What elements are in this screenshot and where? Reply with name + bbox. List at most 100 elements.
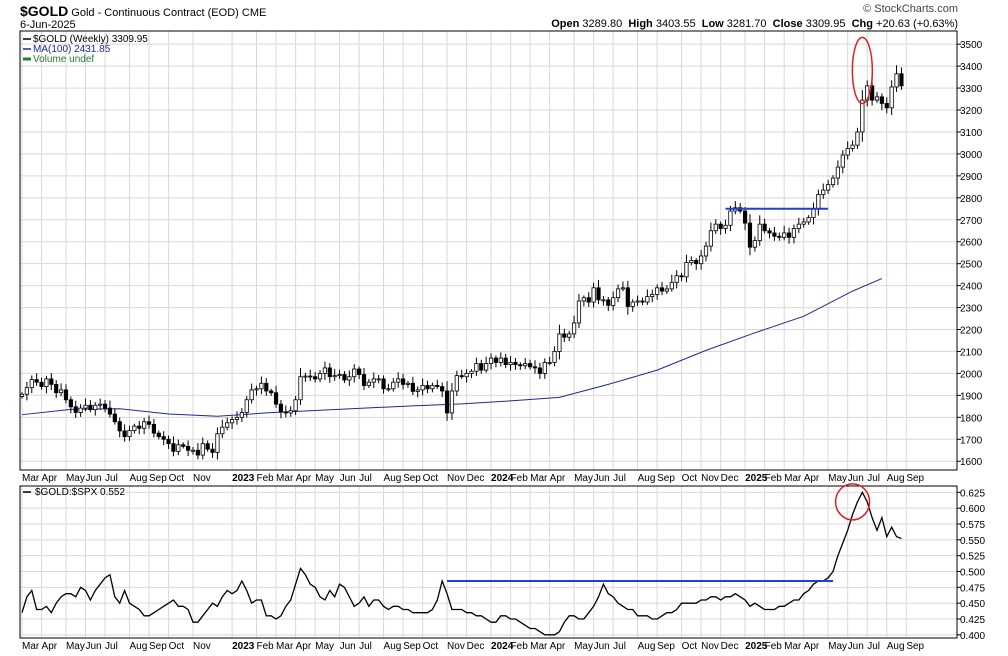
candle-body (376, 378, 381, 381)
x-tick-label: Apr (550, 473, 566, 484)
candle-body (264, 382, 269, 392)
x-tick-label: Nov (701, 641, 719, 652)
candle-body (552, 351, 557, 363)
y-tick-label: 1700 (960, 435, 983, 446)
candle-body (239, 412, 244, 418)
candle-body (29, 379, 34, 389)
candle-body (171, 443, 176, 452)
x-tick-label: Nov (701, 473, 719, 484)
candle-body (200, 443, 205, 456)
x-tick-label: Dec (467, 641, 485, 652)
x-tick-label: 2024 (491, 641, 514, 652)
x-tick-label: Nov (447, 473, 465, 484)
y-tick-label: 1900 (960, 391, 983, 402)
y-tick-label: 2900 (960, 172, 983, 183)
x-tick-label: Sep (906, 641, 924, 652)
x-tick-label: Aug (129, 473, 147, 484)
x-tick-label: Nov (193, 641, 211, 652)
candle-body (381, 378, 386, 390)
panel-frame (19, 30, 958, 471)
x-tick-label: Aug (638, 641, 656, 652)
candle-body (166, 438, 171, 445)
x-tick-label: May (828, 473, 847, 484)
candle-body (225, 422, 230, 428)
candle-body (464, 373, 469, 378)
y-tick-label: 1800 (960, 413, 983, 424)
x-tick-label: Aug (129, 641, 147, 652)
candle-body (484, 363, 489, 371)
x-tick-label: Oct (423, 641, 439, 652)
candle-body (830, 177, 836, 186)
candle-body (532, 366, 538, 369)
x-tick-label: Nov (447, 641, 465, 652)
ohlc-readout: Open 3289.80 High 3403.55 Low 3281.70 Cl… (551, 18, 958, 30)
candle-body (210, 448, 215, 453)
x-tick-label: Mar (784, 641, 802, 652)
candle-body (791, 228, 797, 238)
candle-body (576, 300, 582, 324)
candle-body (288, 410, 293, 414)
candle-body (826, 184, 831, 191)
candle-body (254, 388, 259, 391)
candle-body (542, 362, 547, 374)
x-tick-label: May (66, 641, 85, 652)
candle-body (58, 389, 64, 394)
x-tick-label: Feb (765, 473, 783, 484)
change-value: +20.63 (+0.63%) (876, 18, 958, 30)
candle-body (611, 297, 616, 306)
candle-body (723, 224, 728, 229)
y-tick-label: 1600 (960, 457, 983, 468)
annotation-circle (851, 36, 874, 105)
x-tick-label: Aug (384, 641, 402, 652)
low-value: 3281.70 (726, 18, 767, 30)
y-tick-label: 0.475 (960, 583, 985, 594)
ma100-line (21, 278, 883, 417)
x-tick-label: Sep (657, 473, 675, 484)
x-tick-label: Oct (169, 641, 185, 652)
candle-body (860, 99, 865, 133)
candle-body (361, 374, 367, 386)
y-tick-label: 3500 (960, 40, 983, 51)
candle-body (249, 389, 254, 401)
x-tick-label: 2024 (491, 473, 514, 484)
x-tick-label: Aug (638, 473, 656, 484)
close-label: Close (772, 18, 803, 30)
candle-body (596, 287, 601, 301)
candle-body (347, 376, 352, 381)
candle-body (405, 382, 411, 385)
x-tick-label: May (315, 641, 334, 652)
candle-body (777, 235, 782, 238)
x-tick-label: May (828, 641, 847, 652)
x-tick-label: 2023 (232, 473, 255, 484)
x-tick-label: Jun (848, 641, 864, 652)
candle-body (88, 404, 93, 411)
candle-body (537, 367, 542, 374)
high-label: High (628, 18, 653, 30)
candle-body (440, 386, 445, 392)
candle-body (821, 189, 826, 195)
x-tick-label: Aug (887, 641, 905, 652)
candle-body (469, 370, 474, 374)
candle-body (772, 232, 777, 237)
candle-body (195, 449, 200, 456)
candle-body (229, 419, 235, 424)
candle-body (400, 378, 406, 385)
y-tick-label: 2100 (960, 347, 983, 358)
candle-body (664, 288, 670, 292)
x-tick-label: Jun (86, 473, 102, 484)
candle-body (24, 387, 29, 395)
candle-body (557, 333, 562, 352)
candle-body (752, 240, 757, 248)
candle-body (98, 403, 103, 406)
candle-body (635, 300, 640, 303)
candle-body (127, 430, 132, 438)
candle-body (327, 367, 332, 378)
candle-body (645, 296, 650, 303)
y-tick-label: 3000 (960, 150, 983, 161)
candle-body (352, 368, 357, 378)
change-label: Chg (851, 18, 873, 30)
candle-body (386, 388, 391, 391)
candle-body (591, 287, 596, 303)
open-label: Open (551, 18, 580, 30)
